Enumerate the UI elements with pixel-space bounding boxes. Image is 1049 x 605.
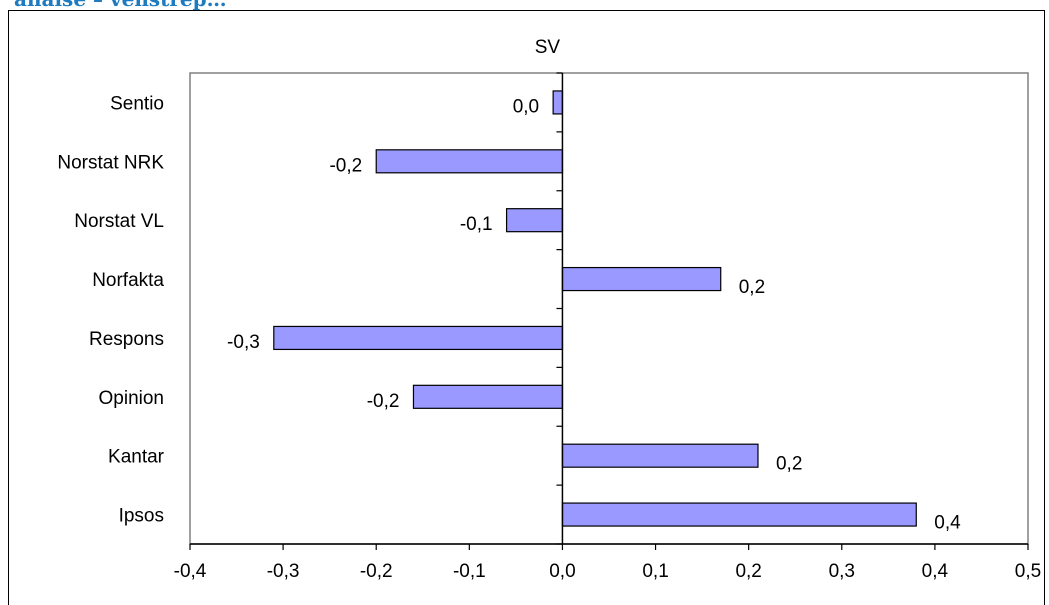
data-label: -0,3 (227, 332, 260, 353)
category-label: Ipsos (119, 506, 164, 527)
data-label: 0,2 (776, 454, 802, 475)
data-label: -0,2 (367, 391, 400, 412)
category-label: Norstat VL (74, 211, 164, 232)
x-tick-label: -0,4 (174, 561, 207, 582)
data-label: 0,2 (739, 277, 765, 298)
chart-title: SV (535, 37, 561, 58)
category-label: Opinion (99, 388, 165, 409)
bar-opinion (412, 384, 564, 409)
data-label: -0,2 (329, 155, 362, 176)
data-label: 0,0 (513, 96, 539, 117)
bar-sentio (552, 90, 564, 115)
bar-norfakta (561, 266, 722, 292)
bar-norstat-vl (505, 208, 564, 233)
x-tick-label: 0,5 (1015, 561, 1041, 582)
category-label: Kantar (108, 447, 165, 468)
category-label: Norstat NRK (57, 152, 164, 173)
category-label: Respons (89, 329, 164, 350)
x-tick-label: 0,4 (922, 561, 949, 582)
x-tick-label: 0,0 (549, 561, 575, 582)
bar-kantar (561, 443, 759, 468)
data-label: -0,1 (460, 214, 493, 235)
category-label: Norfakta (92, 270, 164, 291)
x-tick-label: -0,1 (453, 561, 486, 582)
bar-respons (273, 325, 564, 351)
bar-norstat-nrk (375, 149, 564, 174)
document-heading: analse – venstrep… (14, 0, 227, 11)
chart-frame (8, 10, 1045, 605)
x-tick-label: 0,2 (735, 561, 761, 582)
category-label: Sentio (110, 93, 164, 114)
plot-area (189, 72, 1029, 545)
bar-ipsos (561, 502, 917, 527)
x-tick-label: 0,1 (642, 561, 668, 582)
data-label: 0,4 (934, 513, 961, 534)
x-tick-label: 0,3 (829, 561, 855, 582)
x-tick-label: -0,2 (360, 561, 393, 582)
x-tick-label: -0,3 (267, 561, 300, 582)
